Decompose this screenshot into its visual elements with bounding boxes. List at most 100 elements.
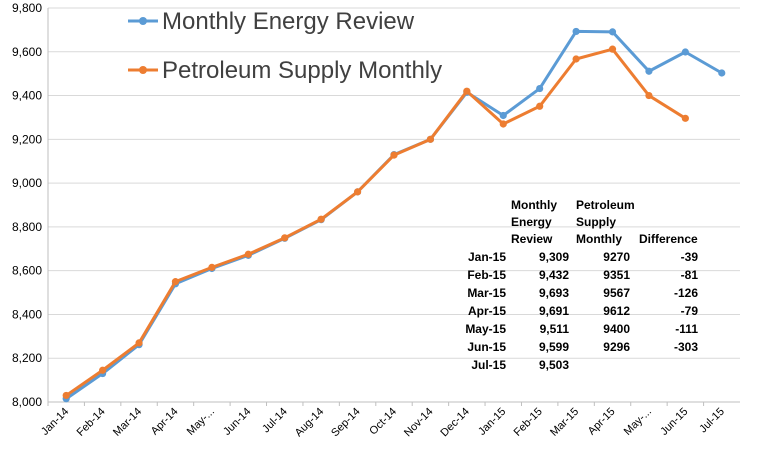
x-tick-label: Jun-15 (658, 406, 690, 438)
table-header: Difference (639, 232, 698, 246)
table-cell-mer: 9,599 (539, 340, 569, 354)
data-point (608, 28, 617, 36)
data-point (244, 250, 252, 258)
table-cell-psm: 9400 (603, 322, 630, 336)
table-cell-month: Mar-15 (467, 286, 506, 300)
data-point (208, 263, 216, 271)
x-tick-label: Nov-14 (402, 406, 436, 440)
y-tick-label: 9,000 (12, 176, 42, 190)
data-point (62, 391, 70, 400)
x-axis-ticks: Jan-14 Feb-14 Mar-14 Apr-14 May-... Jun-14 Jul… (39, 406, 727, 440)
table-cell-month: Jul-15 (471, 358, 506, 372)
data-point (99, 366, 107, 374)
legend-label: Petroleum Supply Monthly (162, 57, 442, 84)
data-point (645, 67, 653, 75)
table-cell-difference: -303 (674, 340, 698, 354)
table-cell-mer: 9,432 (539, 268, 569, 282)
data-point (353, 188, 362, 196)
x-tick-label: Mar-14 (111, 406, 144, 439)
x-tick-label: Jul-14 (260, 406, 290, 436)
x-tick-label: Aug-14 (293, 406, 327, 440)
data-point (536, 102, 544, 110)
data-point (281, 234, 289, 242)
legend-swatch-marker (139, 17, 147, 25)
data-point (572, 55, 580, 63)
data-point (572, 27, 580, 36)
y-tick-label: 8,400 (12, 307, 42, 321)
series-group (62, 27, 726, 403)
x-tick-label: Feb-14 (75, 406, 108, 439)
table-header: Petroleum (576, 198, 635, 212)
data-point (463, 87, 471, 95)
data-point (171, 278, 180, 286)
y-tick-label: 9,400 (12, 89, 42, 103)
table-cell-month: Jan-15 (468, 250, 506, 264)
table-header: Monthly (511, 198, 557, 212)
y-tick-label: 8,200 (12, 351, 42, 365)
table-cell-mer: 9,691 (539, 304, 569, 318)
table-cell-psm: 9270 (603, 250, 630, 264)
legend: Monthly Energy Review Petroleum Supply Mo… (128, 8, 442, 84)
series-line-1 (65, 47, 687, 397)
x-tick-label: Feb-15 (512, 406, 545, 439)
data-point (499, 111, 507, 120)
y-tick-label: 9,600 (12, 45, 42, 59)
table-cell-psm: 9296 (603, 340, 630, 354)
y-axis-ticks: 8,000 8,200 8,400 8,600 8,800 9,000 9,200 9,400… (12, 1, 42, 409)
table-header: Energy (511, 215, 552, 229)
table-cell-difference: -126 (674, 286, 698, 300)
data-point (426, 135, 435, 143)
y-tick-label: 8,600 (12, 264, 42, 278)
table-cell-psm: 9567 (603, 286, 630, 300)
y-tick-label: 8,000 (12, 395, 42, 409)
data-point (499, 120, 507, 128)
table-header: Monthly (576, 232, 622, 246)
table-header: Review (511, 232, 553, 246)
table-cell-month: Jun-15 (467, 340, 506, 354)
x-tick-label: May-... (185, 406, 217, 438)
data-point (135, 339, 143, 347)
table-cell-mer: 9,309 (539, 250, 569, 264)
table-cell-mer: 9,503 (539, 358, 569, 372)
data-table: Monthly Energy Review Petroleum Supply Monthl… (465, 198, 698, 372)
table-cell-month: Apr-15 (468, 304, 506, 318)
table-cell-mer: 9,511 (540, 322, 570, 336)
x-tick-label: Apr-14 (149, 406, 181, 438)
table-cell-difference: -39 (681, 250, 699, 264)
grid-lines (48, 7, 740, 403)
data-point (536, 84, 544, 93)
data-point (608, 45, 617, 53)
data-point (317, 215, 325, 223)
legend-label: Monthly Energy Review (162, 8, 415, 35)
table-cell-month: May-15 (465, 322, 506, 336)
x-tick-label: May-... (622, 406, 654, 438)
x-tick-label: Sep-14 (329, 406, 363, 440)
x-tick-label: Jan-14 (39, 406, 71, 438)
x-tick-label: Jun-14 (221, 406, 253, 438)
table-header: Supply (576, 215, 616, 229)
data-point (718, 69, 726, 77)
y-tick-label: 8,800 (12, 220, 42, 234)
table-cell-psm: 9612 (603, 304, 630, 318)
y-tick-label: 9,200 (12, 132, 42, 146)
table-cell-difference: -81 (681, 268, 699, 282)
table-cell-mer: 9,693 (539, 286, 569, 300)
x-tick-label: Jul-15 (697, 406, 727, 436)
x-tick-label: Mar-15 (548, 406, 581, 439)
data-point (390, 151, 398, 159)
legend-swatch-marker (139, 66, 147, 74)
x-tick-label: Apr-15 (586, 406, 618, 438)
data-point (681, 114, 689, 122)
axes (47, 8, 740, 406)
table-cell-difference: -79 (681, 304, 699, 318)
table-cell-difference: -111 (675, 322, 698, 336)
table-cell-month: Feb-15 (467, 268, 506, 282)
table-cell-psm: 9351 (603, 268, 630, 282)
data-point (645, 91, 653, 100)
x-tick-label: Jan-15 (476, 406, 508, 438)
x-tick-label: Dec-14 (438, 406, 472, 440)
x-tick-label: Oct-14 (367, 406, 399, 438)
y-tick-label: 9,800 (12, 1, 42, 15)
data-point (681, 48, 689, 56)
